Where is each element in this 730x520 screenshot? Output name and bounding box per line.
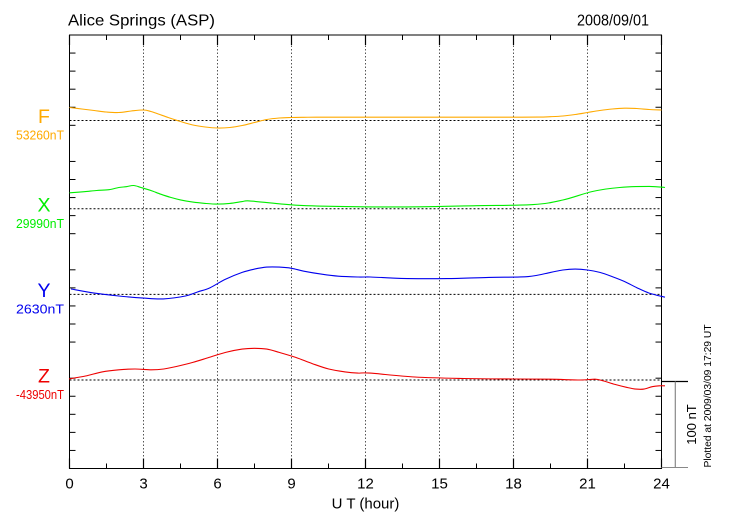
svg-text:Alice Springs (ASP): Alice Springs (ASP) xyxy=(68,13,215,30)
svg-text:Y: Y xyxy=(37,280,50,302)
svg-text:15: 15 xyxy=(431,476,448,493)
svg-text:Plotted at 2009/03/09 17:29 UT: Plotted at 2009/03/09 17:29 UT xyxy=(703,324,714,468)
svg-text:9: 9 xyxy=(287,476,295,493)
svg-text:F: F xyxy=(38,106,50,128)
svg-text:2008/09/01: 2008/09/01 xyxy=(577,13,649,30)
svg-text:Z: Z xyxy=(38,366,50,388)
svg-text:29990nT: 29990nT xyxy=(16,216,64,231)
svg-text:X: X xyxy=(37,194,50,216)
svg-text:53260nT: 53260nT xyxy=(16,128,64,143)
svg-text:18: 18 xyxy=(505,476,522,493)
svg-text:-43950nT: -43950nT xyxy=(16,387,64,402)
svg-text:21: 21 xyxy=(579,476,596,493)
svg-text:24: 24 xyxy=(653,476,670,493)
svg-text:0: 0 xyxy=(65,476,73,493)
svg-text:U T (hour): U T (hour) xyxy=(332,496,400,513)
svg-text:2630nT: 2630nT xyxy=(16,301,64,316)
svg-text:3: 3 xyxy=(139,476,147,493)
svg-text:6: 6 xyxy=(213,476,221,493)
svg-text:100 nT: 100 nT xyxy=(684,404,699,445)
svg-text:12: 12 xyxy=(357,476,374,493)
